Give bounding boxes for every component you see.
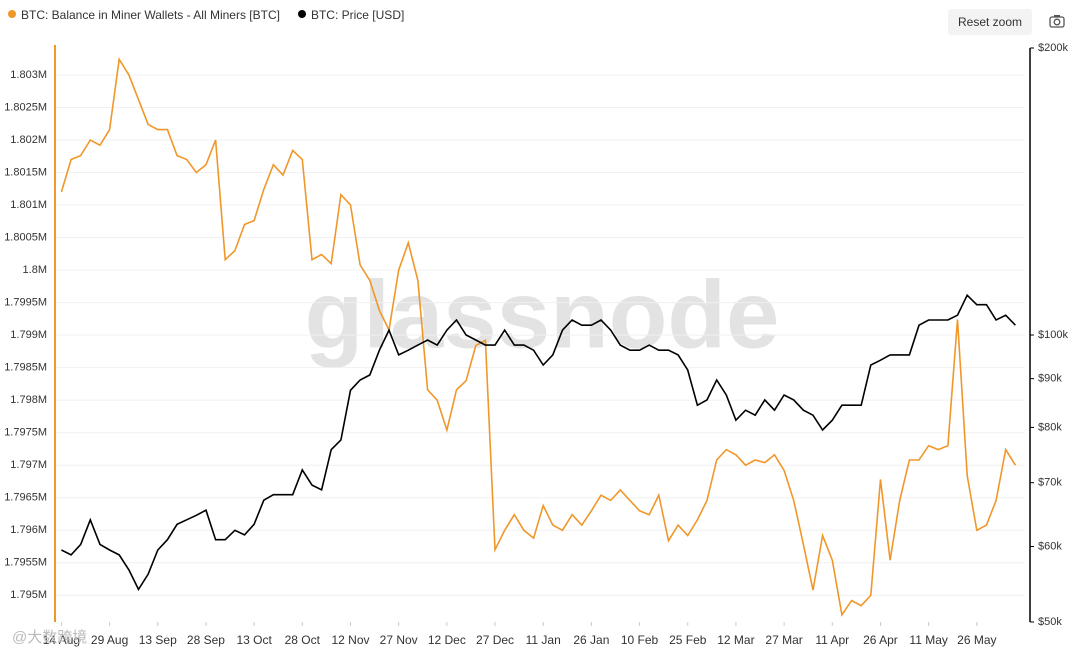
y-tick-label: 1.797M: [10, 459, 47, 471]
series-line: [61, 293, 1016, 592]
x-tick-label: 12 Mar: [717, 633, 754, 647]
x-tick-label: 11 May: [909, 633, 947, 647]
x-tick-label: 28 Oct: [285, 633, 321, 647]
y-tick-label: 1.7965M: [4, 492, 47, 504]
x-tick-label: 13 Oct: [236, 633, 272, 647]
series-line: [60, 56, 1017, 617]
watermark: glassnode: [305, 261, 780, 368]
y-tick-label: 1.796M: [10, 524, 47, 536]
y-tick-label: 1.798M: [10, 394, 47, 406]
x-tick-label: 11 Apr: [815, 633, 849, 647]
y-tick-label: 1.7995M: [4, 297, 47, 309]
legend-label: BTC: Price [USD]: [310, 8, 405, 22]
y-tick-label: 1.795M: [10, 589, 47, 601]
x-tick-label: 27 Mar: [765, 633, 802, 647]
legend-item[interactable]: BTC: Price [USD]: [297, 8, 405, 22]
x-tick-label: 27 Dec: [476, 633, 514, 647]
legend-marker: [297, 10, 306, 18]
legend-marker: [8, 10, 16, 18]
y-tick-label: 1.803M: [10, 69, 47, 81]
y-tick-label: 1.8005M: [4, 231, 47, 243]
y-tick-label: 1.7975M: [4, 427, 47, 439]
y2-tick-label: $80k: [1038, 421, 1062, 433]
y2-tick-label: $60k: [1038, 540, 1062, 552]
x-tick-label: 25 Feb: [669, 633, 707, 647]
legend: BTC: Balance in Miner Wallets - All Mine…: [8, 8, 404, 22]
y2-tick-label: $200k: [1038, 42, 1068, 54]
x-tick-label: 14 Aug: [43, 633, 80, 647]
legend-label: BTC: Balance in Miner Wallets - All Mine…: [21, 8, 280, 22]
x-tick-label: 26 May: [957, 633, 996, 647]
x-tick-label: 12 Dec: [428, 633, 466, 647]
y-tick-label: 1.7985M: [4, 362, 47, 374]
y2-tick-label: $50k: [1038, 616, 1062, 628]
x-tick-label: 26 Jan: [573, 633, 609, 647]
y2-tick-label: $100k: [1038, 329, 1068, 341]
y-tick-label: 1.7955M: [4, 557, 47, 569]
camera-icon[interactable]: [1049, 15, 1065, 28]
y-tick-label: 1.8M: [23, 264, 47, 276]
overlay-text: @大数跨境: [12, 628, 87, 646]
y2-tick-label: $90k: [1038, 373, 1062, 385]
x-tick-label: 12 Nov: [331, 633, 369, 647]
legend-item[interactable]: BTC: Balance in Miner Wallets - All Mine…: [8, 8, 280, 22]
y2-tick-label: $70k: [1038, 477, 1062, 489]
x-tick-label: 26 Apr: [863, 633, 898, 647]
y-tick-label: 1.799M: [10, 329, 47, 341]
reset-zoom-button[interactable]: Reset zoom: [948, 9, 1032, 35]
x-tick-label: 29 Aug: [91, 633, 128, 647]
y-tick-label: 1.8015M: [4, 166, 47, 178]
y-tick-label: 1.8025M: [4, 101, 47, 113]
x-tick-label: 28 Sep: [187, 633, 225, 647]
x-tick-label: 11 Jan: [526, 633, 561, 647]
y-tick-label: 1.802M: [10, 134, 47, 146]
x-tick-label: 10 Feb: [621, 633, 659, 647]
x-tick-label: 13 Sep: [139, 633, 177, 647]
y-tick-label: 1.801M: [10, 199, 47, 211]
x-tick-label: 27 Nov: [380, 633, 418, 647]
